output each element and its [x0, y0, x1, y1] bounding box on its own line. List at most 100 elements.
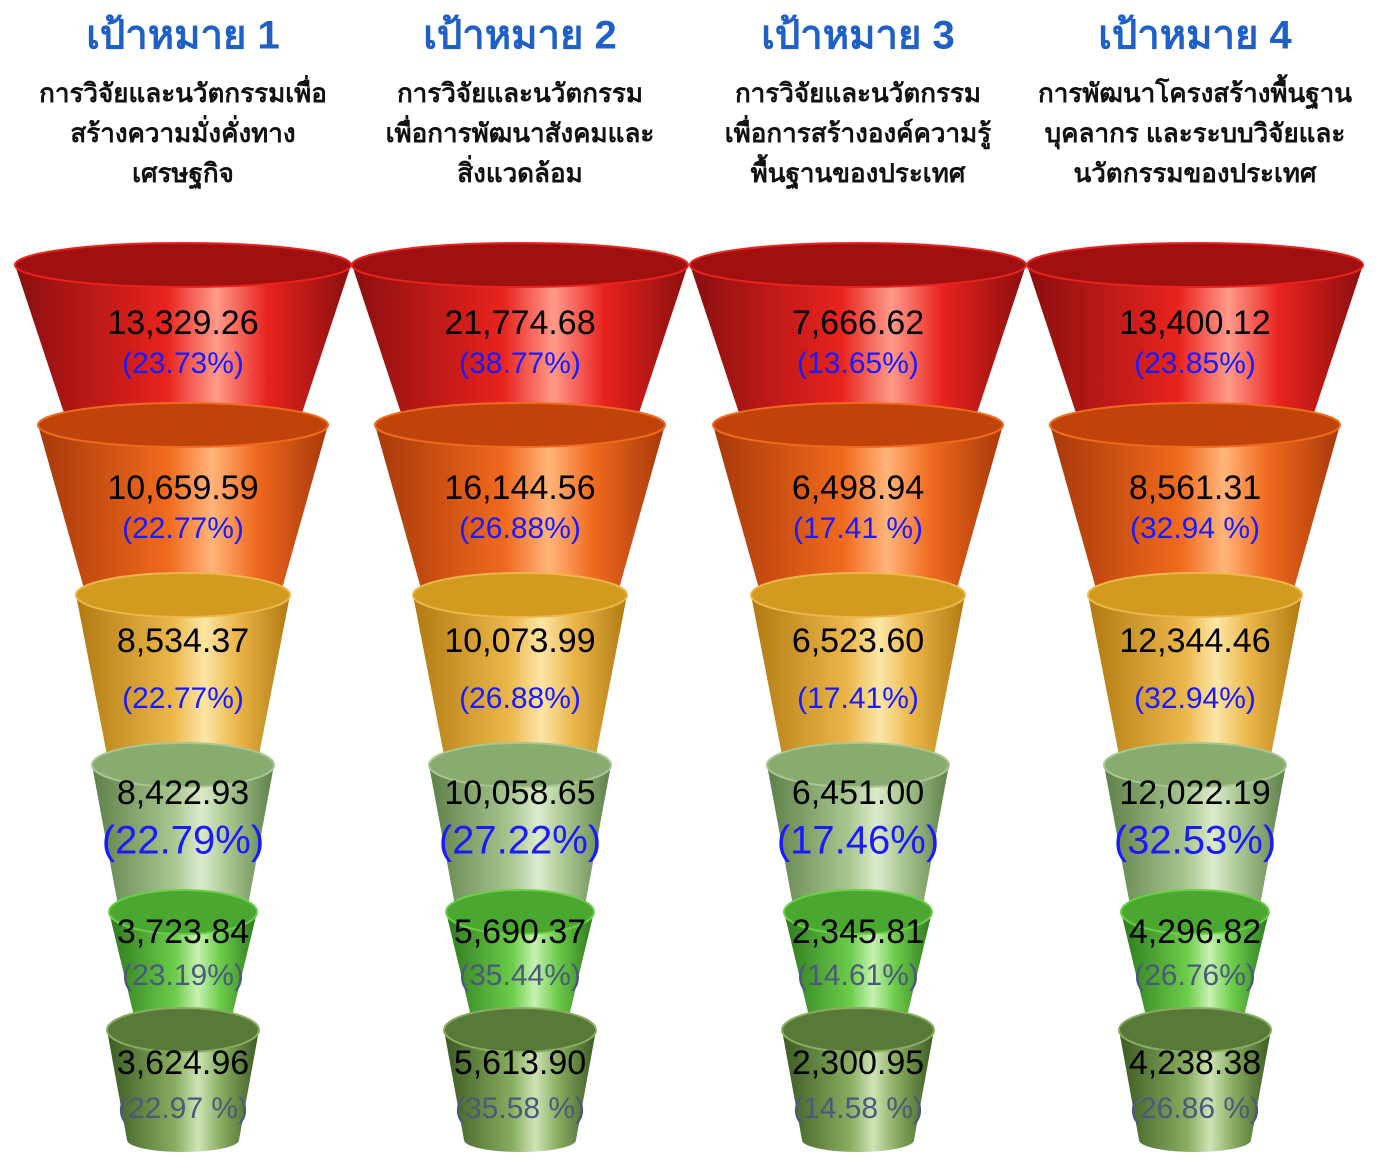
funnel-segment: 10,659.59(22.77%)	[38, 403, 328, 597]
segment-percent: (23.19%)	[122, 959, 244, 992]
segment-value: 10,058.65	[444, 774, 595, 812]
funnel-segment: 21,774.68 (38.77%)	[352, 243, 688, 422]
funnel-segment: 8,534.37 (22.77%)	[76, 573, 290, 767]
segment-percent: (32.94 %)	[1130, 512, 1260, 545]
segment-value: 12,022.19	[1119, 774, 1270, 812]
segment-percent: (26.76%)	[1134, 959, 1256, 992]
goal-description: การวิจัยและนวัตกรรมเพื่อ	[39, 74, 327, 108]
funnel-segment: 2,345.81 (14.61%)	[784, 890, 932, 1024]
segment-percent: (32.94%)	[1134, 682, 1256, 715]
segment-top	[690, 243, 1026, 287]
segment-top	[352, 243, 688, 287]
segment-value: 6,451.00	[792, 774, 924, 812]
segment-top	[38, 403, 328, 447]
goal-column: เป้าหมาย 1การวิจัยและนวัตกรรมเพื่อสร้างค…	[15, 14, 351, 1152]
goal-description: พื้นฐานของประเทศ	[751, 153, 966, 191]
funnel-segment: 5,690.37 (35.44%)	[446, 890, 594, 1024]
funnel-segment: 2,300.95 (14.58 %)	[782, 1008, 934, 1152]
segment-percent: (32.53%)	[1114, 819, 1276, 863]
goal-column: เป้าหมาย 4การพัฒนาโครงสร้างพื้นฐานบุคลาก…	[1027, 14, 1363, 1152]
segment-percent: (26.88%)	[459, 512, 581, 545]
funnel-segment: 16,144.56(26.88%)	[375, 403, 665, 597]
segment-value: 10,659.59	[107, 469, 258, 507]
segment-value: 8,534.37	[117, 622, 249, 660]
funnel-segment: 10,058.65 (27.22%)	[429, 743, 611, 912]
segment-value: 3,624.96	[117, 1044, 249, 1082]
segment-value: 4,238.38	[1129, 1044, 1261, 1082]
segment-value: 6,523.60	[792, 622, 924, 660]
funnel-segment: 4,238.38 (26.86 %)	[1119, 1008, 1271, 1152]
goal-description: การวิจัยและนวัตกรรม	[735, 78, 981, 108]
segment-percent: (17.46%)	[777, 819, 939, 863]
segment-body	[352, 265, 688, 422]
funnel-segment: 5,613.90(35.58 %)	[444, 1008, 596, 1152]
segment-percent: (22.77%)	[122, 682, 244, 715]
funnel-segment: 13,400.12 (23.85%)	[1027, 243, 1363, 422]
goal-description: นวัตกรรมของประเทศ	[1073, 158, 1317, 188]
segment-value: 12,344.46	[1119, 622, 1270, 660]
segment-percent: (17.41 %)	[793, 512, 923, 545]
goal-description: การวิจัยและนวัตกรรม	[397, 78, 643, 108]
segment-percent: (38.77%)	[459, 347, 581, 380]
funnel-segment: 6,523.60 (17.41%)	[751, 573, 965, 767]
segment-value: 13,400.12	[1119, 304, 1270, 342]
segment-percent: (26.86 %)	[1130, 1092, 1260, 1125]
goal-column: เป้าหมาย 2 การวิจัยและนวัตกรรมเพื่อการพัฒ…	[352, 14, 688, 1152]
goal-title: เป้าหมาย 3	[761, 14, 955, 58]
segment-percent: (27.22%)	[439, 819, 601, 863]
segment-value: 21,774.68	[444, 304, 595, 342]
funnel-segment: 3,624.96 (22.97 %)	[107, 1008, 259, 1152]
segment-percent: (23.85%)	[1134, 347, 1256, 380]
funnel-segment: 8,561.31 (32.94 %)	[1050, 403, 1340, 597]
goal-description: สร้างความมั่งคั่งทาง	[70, 114, 295, 148]
goal-title: เป้าหมาย 2	[423, 14, 617, 58]
segment-value: 4,296.82	[1129, 913, 1261, 951]
segment-percent: (17.41%)	[797, 682, 919, 715]
segment-value: 2,345.81	[792, 913, 924, 951]
segment-value: 3,723.84	[117, 913, 249, 951]
segment-top	[751, 573, 965, 617]
segment-percent: (22.79%)	[102, 819, 264, 863]
segment-value: 2,300.95	[792, 1044, 924, 1082]
goal-description: สิ่งแวดล้อม	[457, 154, 583, 188]
segment-top	[413, 573, 627, 617]
goal-column: เป้าหมาย 3 การวิจัยและนวัตกรรมเพื่อการสร้…	[690, 14, 1026, 1152]
segment-percent: (23.73%)	[122, 347, 244, 380]
goal-title: เป้าหมาย 4	[1098, 14, 1292, 58]
segment-top	[1027, 243, 1363, 287]
segment-body	[690, 265, 1026, 422]
funnel-segment: 12,344.46 (32.94%)	[1088, 573, 1302, 767]
funnel-segment: 13,329.26 (23.73%)	[15, 243, 351, 422]
funnel-segment: 4,296.82 (26.76%)	[1121, 890, 1269, 1024]
segment-percent: (13.65%)	[797, 347, 919, 380]
segment-body	[15, 265, 351, 422]
segment-top	[375, 403, 665, 447]
segment-top	[1050, 403, 1340, 447]
segment-value: 8,561.31	[1129, 469, 1261, 507]
segment-value: 6,498.94	[792, 469, 924, 507]
funnel-segment: 8,422.93 (22.79%)	[92, 743, 274, 912]
segment-value: 13,329.26	[107, 304, 258, 342]
goal-description: เพื่อการสร้างองค์ความรู้	[725, 114, 992, 150]
segment-percent: (26.88%)	[459, 682, 581, 715]
segment-top	[713, 403, 1003, 447]
segment-percent: (14.58 %)	[793, 1092, 923, 1125]
segment-value: 10,073.99	[444, 622, 595, 660]
segment-body	[1027, 265, 1363, 422]
segment-percent: (35.44%)	[459, 959, 581, 992]
funnel-segment: 10,073.99 (26.88%)	[413, 573, 627, 767]
goal-description: บุคลากร และระบบวิจัยและ	[1045, 118, 1346, 150]
funnel-segment: 6,498.94 (17.41 %)	[713, 403, 1003, 597]
segment-top	[76, 573, 290, 617]
segment-top	[1088, 573, 1302, 617]
segment-percent: (14.61%)	[797, 959, 919, 992]
goal-description: เพื่อการพัฒนาสังคมและ	[386, 114, 655, 148]
funnel-segment: 3,723.84 (23.19%)	[109, 890, 257, 1024]
segment-percent: (22.97 %)	[118, 1092, 248, 1125]
segment-value: 7,666.62	[792, 304, 924, 342]
infographic: เป้าหมาย 1การวิจัยและนวัตกรรมเพื่อสร้างค…	[0, 0, 1384, 1161]
segment-value: 5,613.90	[454, 1044, 586, 1082]
segment-value: 8,422.93	[117, 774, 249, 812]
segment-value: 5,690.37	[454, 913, 586, 951]
funnel-segment: 7,666.62 (13.65%)	[690, 243, 1026, 422]
